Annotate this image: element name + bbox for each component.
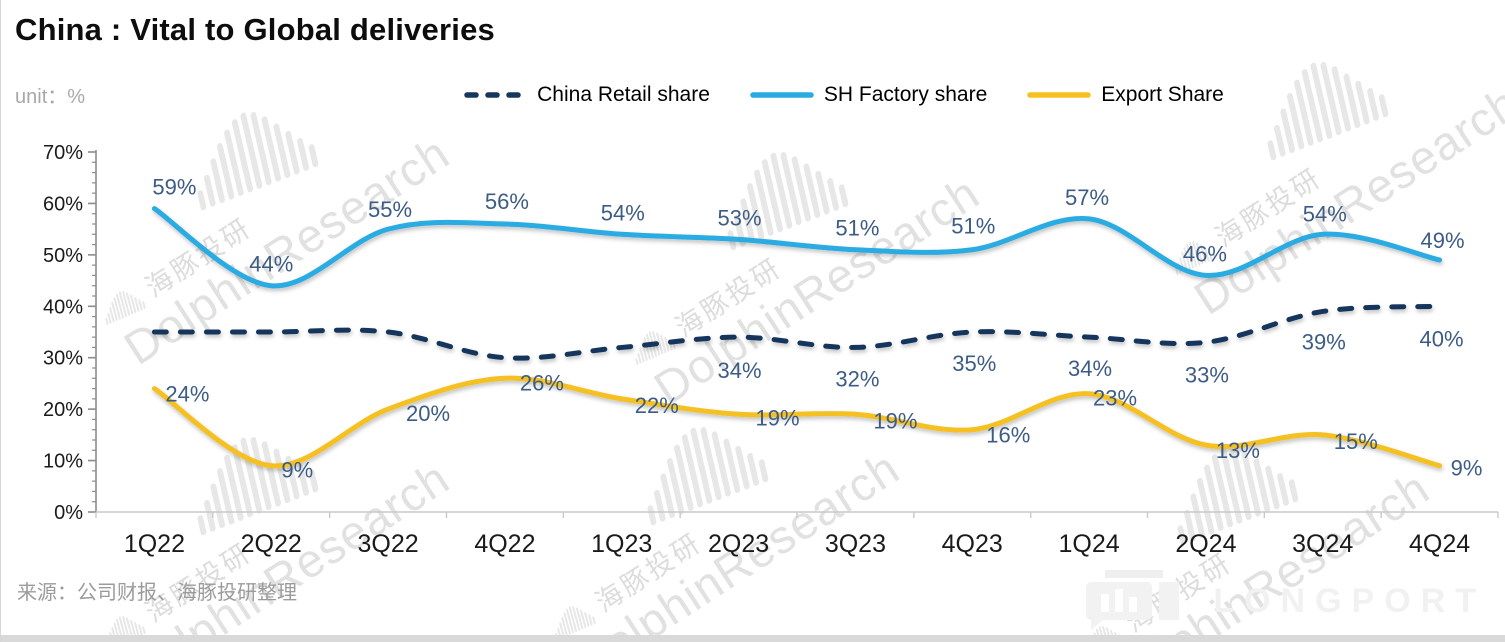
data-label: 57% [1065,185,1109,210]
data-label: 33% [1185,362,1229,387]
data-label: 22% [635,393,679,418]
y-axis-label: 0% [54,502,83,524]
data-label: 16% [986,423,1030,448]
longport-logo-text: LONGPORT [1213,581,1486,620]
x-axis-label: 3Q22 [357,530,418,558]
data-label: 44% [249,252,293,277]
y-axis-label: 60% [43,193,83,215]
data-label: 40% [1420,326,1464,351]
y-axis-label: 10% [43,451,83,473]
data-label: 9% [281,458,313,483]
x-axis-label: 2Q23 [708,530,769,558]
longport-bubble-icon [1086,570,1180,630]
x-axis-label: 4Q23 [942,530,1003,558]
data-label: 19% [756,405,800,430]
data-label: 32% [835,366,879,391]
data-label: 19% [873,408,917,433]
data-label: 53% [718,205,762,230]
bottom-bar [1,635,1505,642]
x-axis-label: 1Q22 [124,530,185,558]
x-axis-label: 2Q22 [241,530,302,558]
data-label: 54% [601,200,645,225]
data-label: 20% [406,401,450,426]
data-label: 26% [520,370,564,395]
legend-item-china-retail-share: China Retail share [463,83,710,107]
unit-label: unit：% [15,86,86,108]
legend: China Retail share SH Factory share Expo… [1,83,1505,107]
data-label: 59% [152,175,196,200]
series-line-export-share [151,375,1443,469]
y-axis-label: 40% [43,296,83,318]
data-label: 34% [718,358,762,383]
solid-line-marker [750,92,814,98]
y-axis-label: 50% [43,245,83,267]
data-label: 13% [1216,438,1260,463]
series-line-china-retail-share [151,303,1443,361]
y-axis-label: 20% [43,399,83,421]
y-axis-label: 30% [43,348,83,370]
dashed-line-marker [464,92,526,98]
x-axis-label: 1Q23 [591,530,652,558]
data-label: 54% [1303,201,1347,226]
y-axis-label: 70% [43,142,83,164]
data-label: 35% [952,351,996,376]
data-label: 55% [368,197,412,222]
legend-item-export-share: Export Share [1027,83,1224,107]
x-axis-label: 2Q24 [1175,530,1236,558]
x-axis-label: 3Q24 [1292,530,1353,558]
data-label: 23% [1093,386,1137,411]
legend-item-sh-factory-share: SH Factory share [750,83,987,107]
legend-label: SH Factory share [823,83,988,106]
x-axis-label: 3Q23 [825,530,886,558]
longport-logo: LONGPORT [1085,570,1486,632]
x-axis-label: 4Q22 [474,530,535,558]
series-line-sh-factory-share [151,206,1443,289]
data-label: 39% [1302,329,1346,354]
solid-line-marker [1027,92,1092,98]
x-axis-label: 1Q24 [1058,530,1119,558]
data-label: 24% [165,382,209,407]
legend-label: Export Share [1101,83,1224,106]
legend-label: China Retail share [537,83,710,106]
data-label: 46% [1183,241,1227,266]
x-axis-label: 4Q24 [1409,530,1470,558]
data-label: 15% [1334,429,1378,454]
chart-title: China : Vital to Global deliveries [15,12,495,47]
data-label: 9% [1451,456,1483,481]
data-label: 51% [835,216,879,241]
source-note: 来源：公司财报、海豚投研整理 [17,582,297,604]
data-label: 34% [1068,356,1112,381]
data-label: 56% [485,189,529,214]
data-label: 49% [1421,228,1465,253]
data-label: 51% [951,214,995,239]
